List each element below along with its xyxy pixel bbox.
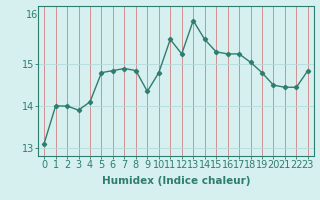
X-axis label: Humidex (Indice chaleur): Humidex (Indice chaleur) (102, 176, 250, 186)
Text: 16: 16 (26, 10, 38, 20)
